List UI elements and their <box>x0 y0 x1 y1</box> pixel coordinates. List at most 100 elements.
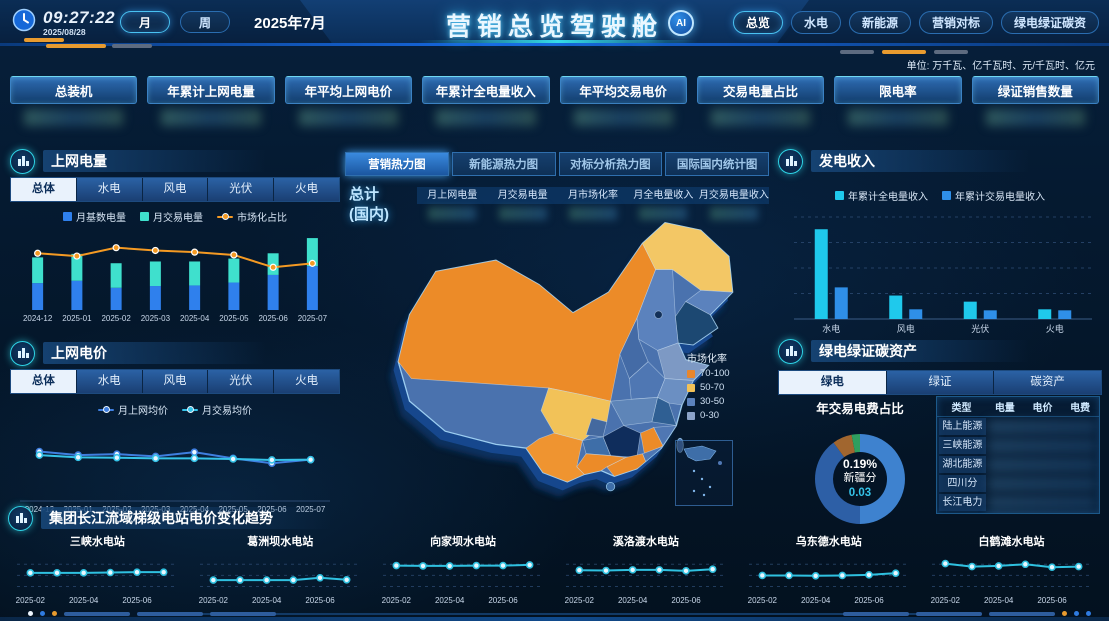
tab-营销热力图[interactable]: 营销热力图 <box>345 152 449 176</box>
pager-dot[interactable] <box>52 611 57 616</box>
table-column-电价: 电价 <box>1032 403 1053 414</box>
metric-label: 月全电量收入 <box>633 190 694 201</box>
period-month-button[interactable]: 月 <box>120 11 171 33</box>
tab-水电[interactable]: 水电 <box>76 370 142 393</box>
nav-tab-新能源[interactable]: 新能源 <box>848 11 911 34</box>
svg-text:2025-06: 2025-06 <box>854 596 884 605</box>
station-title: 白鹤滩水电站 <box>978 536 1045 548</box>
table-column-电费: 电费 <box>1070 403 1091 414</box>
svg-text:2025-04: 2025-04 <box>801 596 831 605</box>
tab-风电[interactable]: 风电 <box>142 370 208 393</box>
legend-swatch <box>687 411 695 420</box>
ai-assistant-button[interactable]: AI <box>668 10 694 36</box>
pager-dot[interactable] <box>1074 611 1079 616</box>
station-chart-葛洲坝水电站: 葛洲坝水电站 2025-02 2025-04 2025-06 <box>189 533 372 610</box>
tab-光伏[interactable]: 光伏 <box>208 178 274 201</box>
legend-item: 月交易均价 <box>182 402 252 417</box>
kpi-card[interactable]: 年平均交易电价 <box>559 76 687 126</box>
pager-dash[interactable] <box>989 611 1055 616</box>
svg-text:2025-01: 2025-01 <box>62 314 92 323</box>
svg-text:2025-06: 2025-06 <box>488 596 518 605</box>
tab-总体[interactable]: 总体 <box>11 178 76 201</box>
clock: 09:27:22 2025/08/28 <box>12 8 115 37</box>
kpi-card[interactable]: 交易电量占比 <box>696 76 825 126</box>
table-row[interactable]: 湖北能源 <box>937 455 1099 474</box>
station-title: 溪洛渡水电站 <box>612 536 679 548</box>
kpi-label: 年累计全电量收入 <box>422 76 550 104</box>
kpi-value-blurred <box>298 109 399 126</box>
table-column-类型: 类型 <box>951 403 972 414</box>
title-underline-glow <box>418 40 698 43</box>
gen-income-legend: 年累计全电量收入 年累计交易电量收入 <box>778 188 1102 203</box>
table-column-电量: 电量 <box>994 403 1015 414</box>
current-date: 2025/08/28 <box>43 26 86 37</box>
blur-block <box>639 207 688 220</box>
tab-新能源热力图[interactable]: 新能源热力图 <box>451 152 556 176</box>
table-row[interactable]: 长江电力 <box>937 493 1099 512</box>
tab-碳资产[interactable]: 碳资产 <box>994 371 1102 394</box>
tab-风电[interactable]: 风电 <box>142 178 208 201</box>
legend-label: 30-50 <box>700 396 725 407</box>
china-heatmap[interactable] <box>345 202 769 512</box>
pager-dot[interactable] <box>1086 611 1091 616</box>
tab-国际国内统计图[interactable]: 国际国内统计图 <box>665 152 769 176</box>
tab-绿电[interactable]: 绿电 <box>779 371 886 394</box>
kpi-card[interactable]: 绿证销售数量 <box>971 76 1099 126</box>
kpi-card[interactable]: 总装机 <box>10 76 138 126</box>
pager-dot[interactable] <box>28 611 33 616</box>
pager-dash[interactable] <box>137 611 203 616</box>
nav-tab-绿电绿证碳资[interactable]: 绿电绿证碳资 <box>1000 11 1099 34</box>
station-line-chart: 2025-02 2025-04 2025-06 <box>930 559 1092 605</box>
donut-center-label: 0.19% 新疆分 0.03 <box>842 457 878 500</box>
kpi-card[interactable]: 年平均上网电价 <box>284 76 413 126</box>
map-legend-item: 70-100 <box>687 368 730 379</box>
grid-price-tabs: 总体 水电 风电 光伏 火电 <box>10 369 340 394</box>
tab-绿证[interactable]: 绿证 <box>886 371 994 394</box>
kpi-label: 年平均上网电价 <box>284 76 413 104</box>
map-metric-values <box>417 207 769 220</box>
pager-dot[interactable] <box>40 611 45 616</box>
kpi-card[interactable]: 限电率 <box>834 76 962 126</box>
table-row[interactable]: 陆上能源 <box>937 417 1099 436</box>
pager-dash[interactable] <box>843 611 909 616</box>
pager-dash[interactable] <box>64 611 130 616</box>
green-assets-table[interactable]: 类型电量电价电费陆上能源三峡能源湖北能源四川分长江电力新疆分 <box>936 396 1100 514</box>
map-total-label: 总计 (国内) <box>349 186 389 224</box>
tab-火电[interactable]: 火电 <box>274 370 339 393</box>
legend-label: 0-30 <box>700 410 720 421</box>
tab-火电[interactable]: 火电 <box>274 178 339 201</box>
kpi-card[interactable]: 年累计上网电量 <box>147 76 275 126</box>
kpi-card[interactable]: 年累计全电量收入 <box>422 76 550 126</box>
tab-水电[interactable]: 水电 <box>76 178 142 201</box>
svg-text:光伏: 光伏 <box>971 323 989 334</box>
tab-光伏[interactable]: 光伏 <box>208 370 274 393</box>
legend-swatch <box>687 383 695 392</box>
station-line-chart: 2025-02 2025-04 2025-06 <box>565 563 726 605</box>
svg-text:2025-06: 2025-06 <box>306 596 336 605</box>
period-week-button[interactable]: 周 <box>180 11 231 33</box>
map-legend-item: 30-50 <box>687 396 730 407</box>
nav-tab-水电[interactable]: 水电 <box>790 11 841 34</box>
legend-item: 月基数电量 <box>63 209 126 224</box>
table-row[interactable]: 四川分 <box>937 474 1099 493</box>
top-nav: 总览 水电 新能源 营销对标 绿电绿证碳资 <box>732 11 1099 34</box>
bottom-scrollbar[interactable] <box>0 611 1109 617</box>
panel-chart-icon <box>10 340 35 366</box>
panel-chart-icon <box>778 338 803 364</box>
kpi-label: 交易电量占比 <box>696 76 825 104</box>
kpi-value-blurred <box>985 109 1085 126</box>
grid-price-chart: 2024-122025-012025-022025-032025-042025-… <box>20 447 330 514</box>
blur-block <box>428 207 477 220</box>
nav-tab-营销对标[interactable]: 营销对标 <box>918 11 993 34</box>
tab-对标分析热力图[interactable]: 对标分析热力图 <box>558 152 663 176</box>
tab-总体[interactable]: 总体 <box>11 370 76 393</box>
pager-dash[interactable] <box>210 611 276 616</box>
station-title: 三峡水电站 <box>69 536 125 548</box>
svg-text:火电: 火电 <box>1046 323 1064 334</box>
nav-tab-总览[interactable]: 总览 <box>732 11 783 34</box>
table-row[interactable]: 三峡能源 <box>937 436 1099 455</box>
pager-dot[interactable] <box>1062 611 1067 616</box>
pager-dash[interactable] <box>916 611 982 616</box>
panel-green-assets: 绿电绿证碳资产 绿电 绿证 碳资产 年交易电费占比 0.19% 新疆分 0.03 类… <box>778 338 1102 524</box>
row-label: 四川分 <box>939 475 986 492</box>
